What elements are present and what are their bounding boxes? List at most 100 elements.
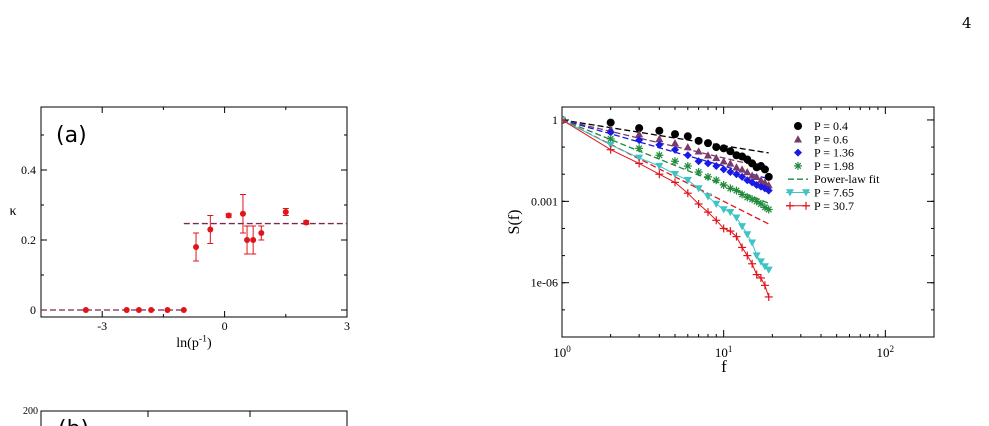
series-line — [562, 119, 770, 271]
data-marker — [683, 162, 692, 171]
data-point — [244, 237, 251, 243]
data-marker — [802, 201, 810, 210]
data-marker — [732, 186, 741, 195]
data-marker — [712, 176, 721, 185]
y-tick-label: 1 — [552, 113, 558, 127]
data-marker — [794, 122, 802, 130]
data-marker — [743, 231, 752, 239]
data-marker — [712, 153, 721, 162]
data-marker — [719, 157, 728, 165]
panel-b-frame — [40, 410, 348, 426]
data-marker — [655, 126, 664, 135]
data-marker — [756, 273, 765, 282]
data-marker — [802, 189, 810, 197]
data-point — [282, 209, 289, 215]
data-point — [164, 307, 171, 313]
x-tick-label: 100 — [553, 344, 571, 360]
data-marker — [606, 141, 615, 149]
x-tick-label: 3 — [344, 319, 350, 333]
data-marker — [732, 163, 741, 171]
data-marker — [764, 186, 773, 195]
data-marker — [743, 251, 752, 260]
legend-label: P = 1.36 — [814, 146, 854, 160]
page-number: 4 — [962, 14, 972, 32]
legend-label: P = 7.65 — [814, 186, 854, 200]
data-marker — [738, 172, 747, 181]
data-point — [207, 226, 214, 233]
data-marker — [719, 181, 728, 190]
data-marker — [794, 148, 802, 157]
panel-label-b: (b) — [58, 417, 89, 426]
data-marker — [671, 178, 680, 187]
data-marker — [671, 171, 680, 179]
data-marker — [719, 224, 728, 233]
y-axis-label: S(f) — [506, 210, 523, 235]
y-tick-label: 200 — [23, 406, 38, 417]
data-marker — [703, 172, 712, 181]
legend-label: P = 1.98 — [814, 159, 854, 173]
data-marker — [738, 165, 747, 173]
data-marker — [606, 134, 615, 143]
data-marker — [683, 189, 692, 198]
data-marker — [671, 139, 680, 147]
legend-label: P = 0.4 — [814, 119, 848, 133]
x-tick-label: -3 — [97, 319, 107, 333]
data-marker — [732, 214, 741, 222]
data-marker — [738, 190, 747, 199]
data-marker — [671, 130, 680, 139]
data-marker — [748, 259, 757, 268]
data-marker — [694, 136, 703, 145]
panel-label-a: (a) — [56, 123, 87, 148]
data-marker — [671, 145, 680, 154]
data-marker — [712, 216, 721, 225]
spectrum-frame — [561, 106, 935, 338]
data-point — [193, 244, 200, 250]
panel-a-frame — [40, 106, 348, 318]
panel-b-chart: 200 (b) — [23, 406, 348, 426]
data-point — [135, 307, 142, 313]
data-marker — [732, 170, 741, 179]
x-axis-label: ln(p-1) — [176, 334, 212, 351]
data-marker — [764, 292, 773, 301]
data-marker — [703, 208, 712, 217]
x-tick-label: 102 — [877, 344, 895, 360]
data-marker — [635, 136, 644, 145]
data-marker — [748, 171, 757, 179]
power-law-fit-line — [562, 119, 769, 154]
y-tick-label: 0.2 — [21, 233, 36, 247]
data-marker — [794, 161, 802, 170]
data-marker — [635, 144, 644, 153]
data-marker — [786, 201, 794, 210]
y-axis-label: κ — [9, 204, 16, 219]
data-marker — [752, 172, 761, 181]
spectrum-plot-area — [562, 115, 773, 301]
data-marker — [655, 170, 664, 179]
data-marker — [703, 151, 712, 159]
x-axis-label: f — [721, 357, 727, 376]
data-marker — [606, 145, 615, 154]
data-marker — [726, 159, 735, 167]
data-marker — [562, 115, 566, 124]
y-tick-label: 0.4 — [21, 163, 36, 177]
y-tick-label: 0.001 — [531, 194, 558, 208]
data-marker — [760, 178, 769, 186]
data-marker — [635, 159, 644, 168]
data-marker — [655, 151, 664, 160]
data-marker — [726, 168, 735, 177]
legend-label: Power-law fit — [814, 172, 880, 186]
data-marker — [694, 157, 703, 166]
data-marker — [719, 144, 728, 153]
data-marker — [655, 134, 664, 143]
data-marker — [732, 232, 741, 241]
data-marker — [738, 243, 747, 252]
legend-label: P = 30.7 — [814, 199, 854, 213]
y-tick-label: 1e-06 — [531, 276, 558, 290]
y-tick-label: 0 — [30, 303, 36, 317]
data-marker — [756, 176, 765, 184]
data-marker — [794, 135, 802, 143]
panel-a-chart: -3 0 3 0 0.2 0.4 (a) κ ln(p-1) — [9, 106, 350, 351]
data-marker — [606, 118, 615, 127]
data-marker — [683, 151, 692, 160]
data-marker — [743, 168, 752, 176]
